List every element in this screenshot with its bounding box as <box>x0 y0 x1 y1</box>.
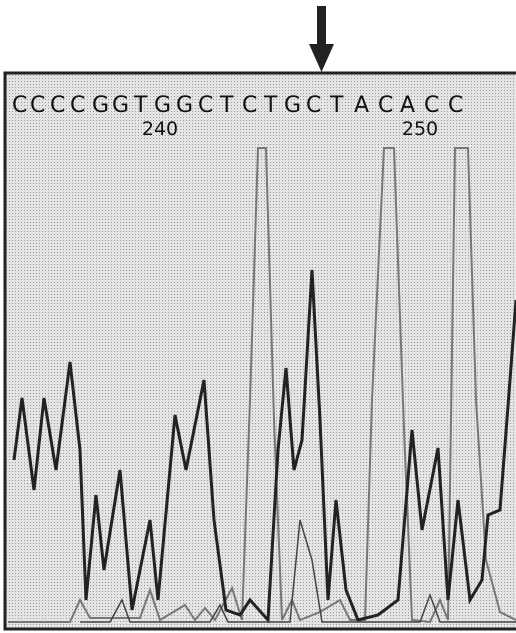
base-call: C <box>378 93 393 118</box>
base-call: A <box>354 93 369 118</box>
trace-panel <box>3 71 516 631</box>
base-call: G <box>112 93 129 118</box>
arrow <box>309 6 334 72</box>
base-call: A <box>400 93 415 118</box>
base-call: G <box>176 93 193 118</box>
base-call: C <box>70 93 85 118</box>
base-call: T <box>219 93 234 118</box>
base-call: C <box>242 93 257 118</box>
base-call: T <box>329 93 344 118</box>
trace-gray <box>8 147 516 624</box>
base-call: T <box>133 93 148 118</box>
trace-black <box>12 269 516 624</box>
trace-dark-gray <box>80 519 516 623</box>
base-call: G <box>92 93 109 118</box>
base-call: C <box>306 93 321 118</box>
base-call: C <box>198 93 213 118</box>
base-call: C <box>424 93 439 118</box>
base-call: T <box>263 93 278 118</box>
base-call: C <box>12 93 27 118</box>
position-label: 240 <box>142 118 178 140</box>
base-call: C <box>448 93 463 118</box>
base-call: G <box>154 93 171 118</box>
base-call: C <box>30 93 45 118</box>
position-label: 250 <box>402 118 438 140</box>
base-call: G <box>284 93 301 118</box>
base-call: C <box>50 93 65 118</box>
